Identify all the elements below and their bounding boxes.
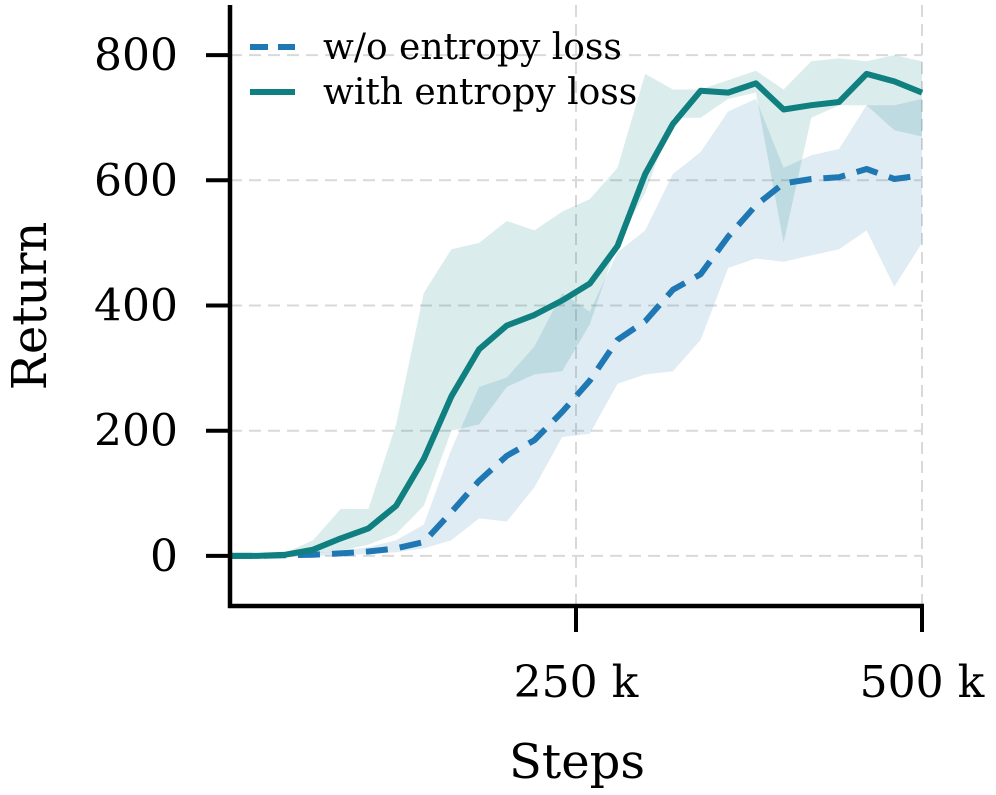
- x-tick-label: 250 k: [514, 657, 639, 708]
- y-tick-label: 600: [94, 155, 178, 206]
- confidence-band-with-entropy: [230, 55, 922, 556]
- y-axis-label: Return: [2, 222, 58, 391]
- y-tick-label: 800: [94, 30, 178, 81]
- y-tick-label: 0: [150, 531, 178, 582]
- series-lines: [230, 70, 924, 559]
- legend-label: with entropy loss: [323, 72, 637, 113]
- series-line-with-entropy: [230, 70, 924, 559]
- x-axis-label: Steps: [509, 734, 645, 790]
- y-tick-label: 400: [94, 281, 178, 332]
- series-line-without-entropy: [230, 166, 923, 559]
- y-tick-label: 200: [94, 406, 178, 457]
- x-tick-label: 500 k: [860, 657, 985, 708]
- grid: [230, 5, 923, 606]
- legend-label: w/o entropy loss: [323, 27, 622, 68]
- ticks: 0 200 400 600 800 250 k 500 k: [94, 30, 985, 708]
